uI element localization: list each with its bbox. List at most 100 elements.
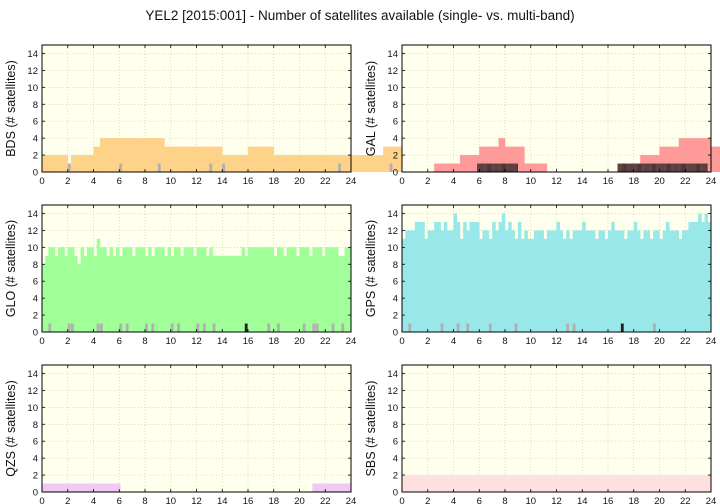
bds-single-band-bar: [67, 163, 71, 172]
glo-single-band-bar: [267, 323, 271, 332]
glo-bar: [202, 247, 207, 332]
gal-multi-band-bar: [653, 163, 654, 172]
gps-bar: [501, 213, 506, 332]
bds-bar: [93, 146, 98, 172]
bds-bar: [248, 146, 252, 172]
gps-single-band-bar: [514, 323, 518, 332]
glo-bar: [238, 255, 242, 332]
bds-x-tick-label: 16: [243, 176, 254, 187]
bds-bar: [318, 155, 323, 172]
gal-multi-band-bar: [678, 163, 680, 172]
gps-x-tick-label: 12: [551, 336, 562, 347]
glo-bar: [186, 247, 191, 332]
gal-bar: [643, 155, 647, 172]
qzs-x-tick-label: 10: [165, 496, 176, 504]
bds-bar: [186, 146, 191, 172]
bds-bar: [90, 155, 94, 172]
bds-bar: [177, 146, 181, 172]
glo-bar: [251, 247, 255, 332]
gps-bar: [498, 221, 503, 332]
gps-bar: [527, 238, 532, 332]
glo-bar: [219, 255, 223, 332]
glo-single-band-bar: [341, 323, 345, 332]
qzs-y-tick-label: 14: [27, 369, 38, 380]
bds-bar: [222, 155, 226, 172]
glo-bar: [45, 255, 49, 332]
gps-x-tick-label: 6: [477, 336, 482, 347]
qzs-bar: [42, 483, 121, 492]
bds-bar: [376, 155, 381, 172]
gal-multi-band-bar: [658, 163, 660, 172]
qzs-x-tick-label: 2: [65, 496, 70, 504]
gal-multi-band-bar: [685, 163, 687, 172]
gal-bar: [440, 163, 445, 172]
gal-bar: [675, 146, 680, 172]
bds-bar: [116, 138, 120, 172]
bds-bar: [270, 146, 275, 172]
qzs-y-tick-label: 0: [33, 488, 38, 499]
sbs-x-tick-label: 12: [551, 496, 562, 504]
bds-bar: [283, 155, 287, 172]
gal-x-tick-label: 20: [654, 176, 665, 187]
gal-multi-band-bar: [669, 163, 670, 172]
gps-y-tick-label: 14: [387, 209, 398, 220]
gal-multi-band-bar: [640, 163, 641, 172]
glo-bar: [170, 255, 175, 332]
gps-bar: [691, 221, 696, 332]
gal-bar: [505, 146, 509, 172]
gal-multi-band-bar: [651, 163, 653, 172]
gps-bar: [569, 238, 573, 332]
gal-bar: [698, 138, 702, 172]
gal-multi-band-bar: [698, 163, 699, 172]
gps-y-tick-label: 0: [393, 328, 398, 339]
glo-bar: [177, 247, 181, 332]
glo-bar: [132, 255, 136, 332]
bds-bar: [87, 155, 91, 172]
gps-bar: [476, 221, 480, 332]
gps-bar: [707, 221, 712, 332]
bds-bar: [83, 155, 88, 172]
bds-bar: [267, 146, 271, 172]
bds-x-tick-label: 4: [91, 176, 96, 187]
gal-bar: [472, 155, 477, 172]
glo-y-tick-label: 2: [33, 311, 38, 322]
gal-x-tick-label: 24: [706, 176, 717, 187]
gal-bar: [511, 146, 515, 172]
bds-bar: [109, 138, 114, 172]
glo-bar: [212, 255, 217, 332]
glo-bar: [138, 247, 143, 332]
gal-multi-band-bar: [617, 163, 619, 172]
bds-bar: [289, 155, 294, 172]
gal-multi-band-bar: [644, 163, 646, 172]
gal-multi-band-bar: [638, 163, 639, 172]
gal-multi-band-bar: [642, 163, 644, 172]
gal-bar: [443, 163, 448, 172]
gps-bar: [659, 238, 664, 332]
gal-multi-band-bar: [485, 163, 487, 172]
gal-multi-band-bar: [659, 163, 661, 172]
bds-single-band-bar: [119, 163, 123, 172]
gps-bar: [640, 238, 644, 332]
gal-multi-band-bar: [695, 163, 697, 172]
sbs-x-tick-label: 4: [451, 496, 456, 504]
gps-bar: [675, 230, 680, 332]
gps-y-tick-label: 4: [393, 294, 398, 305]
bds-bar: [154, 138, 159, 172]
glo-bar: [312, 247, 316, 332]
sbs-x-tick-label: 0: [399, 496, 404, 504]
gps-bar: [453, 213, 458, 332]
bds-bar: [296, 155, 300, 172]
bds-bar: [58, 155, 62, 172]
gal-multi-band-bar: [633, 163, 635, 172]
bds-bar: [99, 138, 104, 172]
gps-bar: [582, 221, 586, 332]
glo-bar: [157, 247, 162, 332]
bds-bar: [392, 146, 397, 172]
gal-y-tick-label: 14: [387, 49, 398, 60]
gal-bar: [476, 155, 480, 172]
gps-bar: [636, 230, 641, 332]
qzs-x-tick-label: 24: [346, 496, 357, 504]
glo-x-tick-label: 14: [217, 336, 228, 347]
gps-bar: [495, 230, 499, 332]
bds-bar: [302, 155, 307, 172]
